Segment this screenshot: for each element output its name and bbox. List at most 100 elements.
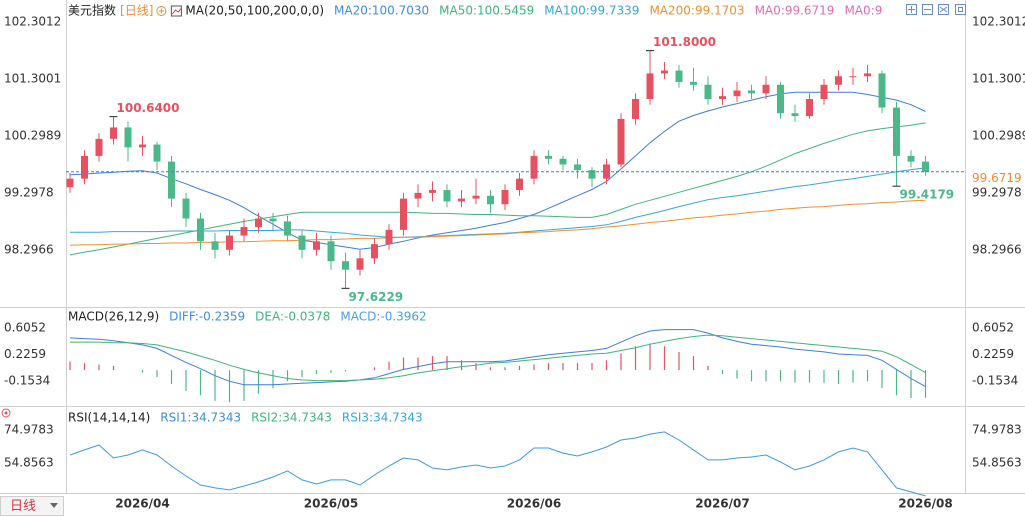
legend-item: MA200:99.1703	[649, 4, 744, 18]
series-line	[70, 167, 926, 238]
candle-body	[153, 144, 161, 162]
series-line	[69, 329, 926, 388]
legend-item: MA100:99.7339	[544, 4, 639, 18]
y-tick-label: 102.3012	[4, 15, 61, 29]
series-line	[69, 431, 926, 497]
x-tick-label: 2026/08	[898, 497, 952, 511]
legend-item: MACD(26,12,9)	[68, 310, 159, 324]
x-tick-label: 2026/07	[695, 497, 749, 511]
legend-item: RSI(14,14,14)	[68, 411, 150, 425]
candle-body	[298, 235, 306, 250]
candle-body	[284, 221, 291, 236]
legend-item: MA0:99.6719	[755, 4, 835, 18]
candle-body	[81, 155, 88, 179]
y-tick-label: 100.2989	[4, 129, 61, 143]
candle-body	[371, 244, 378, 259]
rsi-settings-icon[interactable]	[1, 408, 11, 418]
y-tick-label: 98.2966	[972, 242, 1022, 256]
legend-item: [日线]	[120, 4, 153, 18]
icon	[908, 6, 915, 13]
candle-body	[342, 261, 349, 270]
x-tick-label: 2026/06	[507, 497, 561, 511]
candle-body	[545, 155, 552, 159]
y-tick-label: 74.9783	[4, 423, 54, 437]
settings-icon	[156, 6, 167, 16]
extreme-label: 100.6400	[117, 101, 180, 115]
legend-item: DEA:-0.0378	[255, 310, 330, 324]
y-tick-label: 0.2259	[972, 347, 1014, 361]
candle-body	[864, 73, 871, 77]
candle-body	[849, 76, 857, 78]
extreme-label: 101.8000	[653, 35, 716, 49]
candle-body	[472, 195, 480, 199]
candle-body	[255, 218, 262, 228]
candle-body	[487, 195, 494, 205]
candle-body	[690, 81, 697, 85]
candle-body	[327, 241, 335, 262]
dropdown-arrow	[50, 503, 58, 508]
candle-body	[95, 138, 103, 156]
y-tick-label: 101.3001	[972, 72, 1025, 86]
candle-body	[777, 84, 784, 114]
candle-body	[400, 198, 407, 230]
candle-body	[226, 235, 233, 250]
icon[interactable]	[938, 4, 949, 15]
candle-body	[124, 127, 132, 148]
icon[interactable]	[906, 4, 917, 15]
period-button-label[interactable]: 日线	[10, 499, 36, 514]
candle-body	[704, 84, 712, 100]
x-tick-label: 2026/04	[115, 497, 169, 511]
candle-body	[211, 241, 219, 250]
y-tick-label: 99.2978	[4, 186, 54, 200]
indicator-icon	[170, 5, 182, 17]
series-line	[69, 122, 926, 256]
candle-body	[197, 218, 204, 242]
series-line	[70, 334, 926, 382]
indicator-icon	[171, 7, 182, 15]
y-tick-label: -0.1534	[4, 373, 50, 387]
candle-body	[632, 99, 639, 119]
candle-body	[168, 161, 175, 199]
toolbar-icons[interactable]	[906, 4, 966, 15]
candle-body	[443, 190, 451, 202]
candle-body	[922, 161, 929, 172]
candle-body	[661, 70, 668, 74]
legend-item: MA(20,50,100,200,0,0)	[185, 4, 324, 18]
icon[interactable]	[922, 4, 933, 15]
candle-body	[530, 155, 538, 179]
candle-body	[559, 158, 567, 165]
candle-body	[574, 164, 581, 171]
y-tick-label: 102.3012	[972, 15, 1025, 29]
candle-body	[501, 190, 509, 205]
candle-body	[820, 84, 828, 100]
icon[interactable]	[1, 408, 11, 418]
candle-body	[414, 192, 422, 199]
candle-body	[806, 99, 813, 117]
candle-body	[893, 107, 900, 156]
candle-body	[385, 229, 393, 245]
y-tick-label: 100.2989	[972, 129, 1025, 143]
candle-body	[719, 96, 726, 100]
icon	[4, 411, 8, 415]
candle-body	[675, 70, 683, 82]
legend-item: RSI3:34.7343	[342, 411, 423, 425]
legend-item: RSI1:34.7343	[160, 411, 241, 425]
candle-body	[313, 241, 320, 250]
y-tick-label: 101.3001	[4, 72, 61, 86]
candle-body	[516, 178, 523, 191]
y-tick-label: 0.6052	[972, 320, 1014, 334]
legend-item: MA50:100.5459	[439, 4, 534, 18]
candle-body	[907, 155, 915, 162]
extreme-label: 99.4179	[900, 188, 955, 202]
y-tick-label: 54.8563	[972, 455, 1022, 469]
candle-body	[269, 218, 277, 222]
y-tick-label: -0.1534	[972, 373, 1018, 387]
x-tick-label: 2026/05	[304, 497, 358, 511]
icon	[939, 6, 948, 13]
candle-body	[356, 258, 364, 270]
icon	[958, 7, 963, 12]
settings-icon	[158, 8, 164, 14]
icon[interactable]	[955, 4, 966, 15]
y-tick-label: 54.8563	[4, 455, 54, 469]
